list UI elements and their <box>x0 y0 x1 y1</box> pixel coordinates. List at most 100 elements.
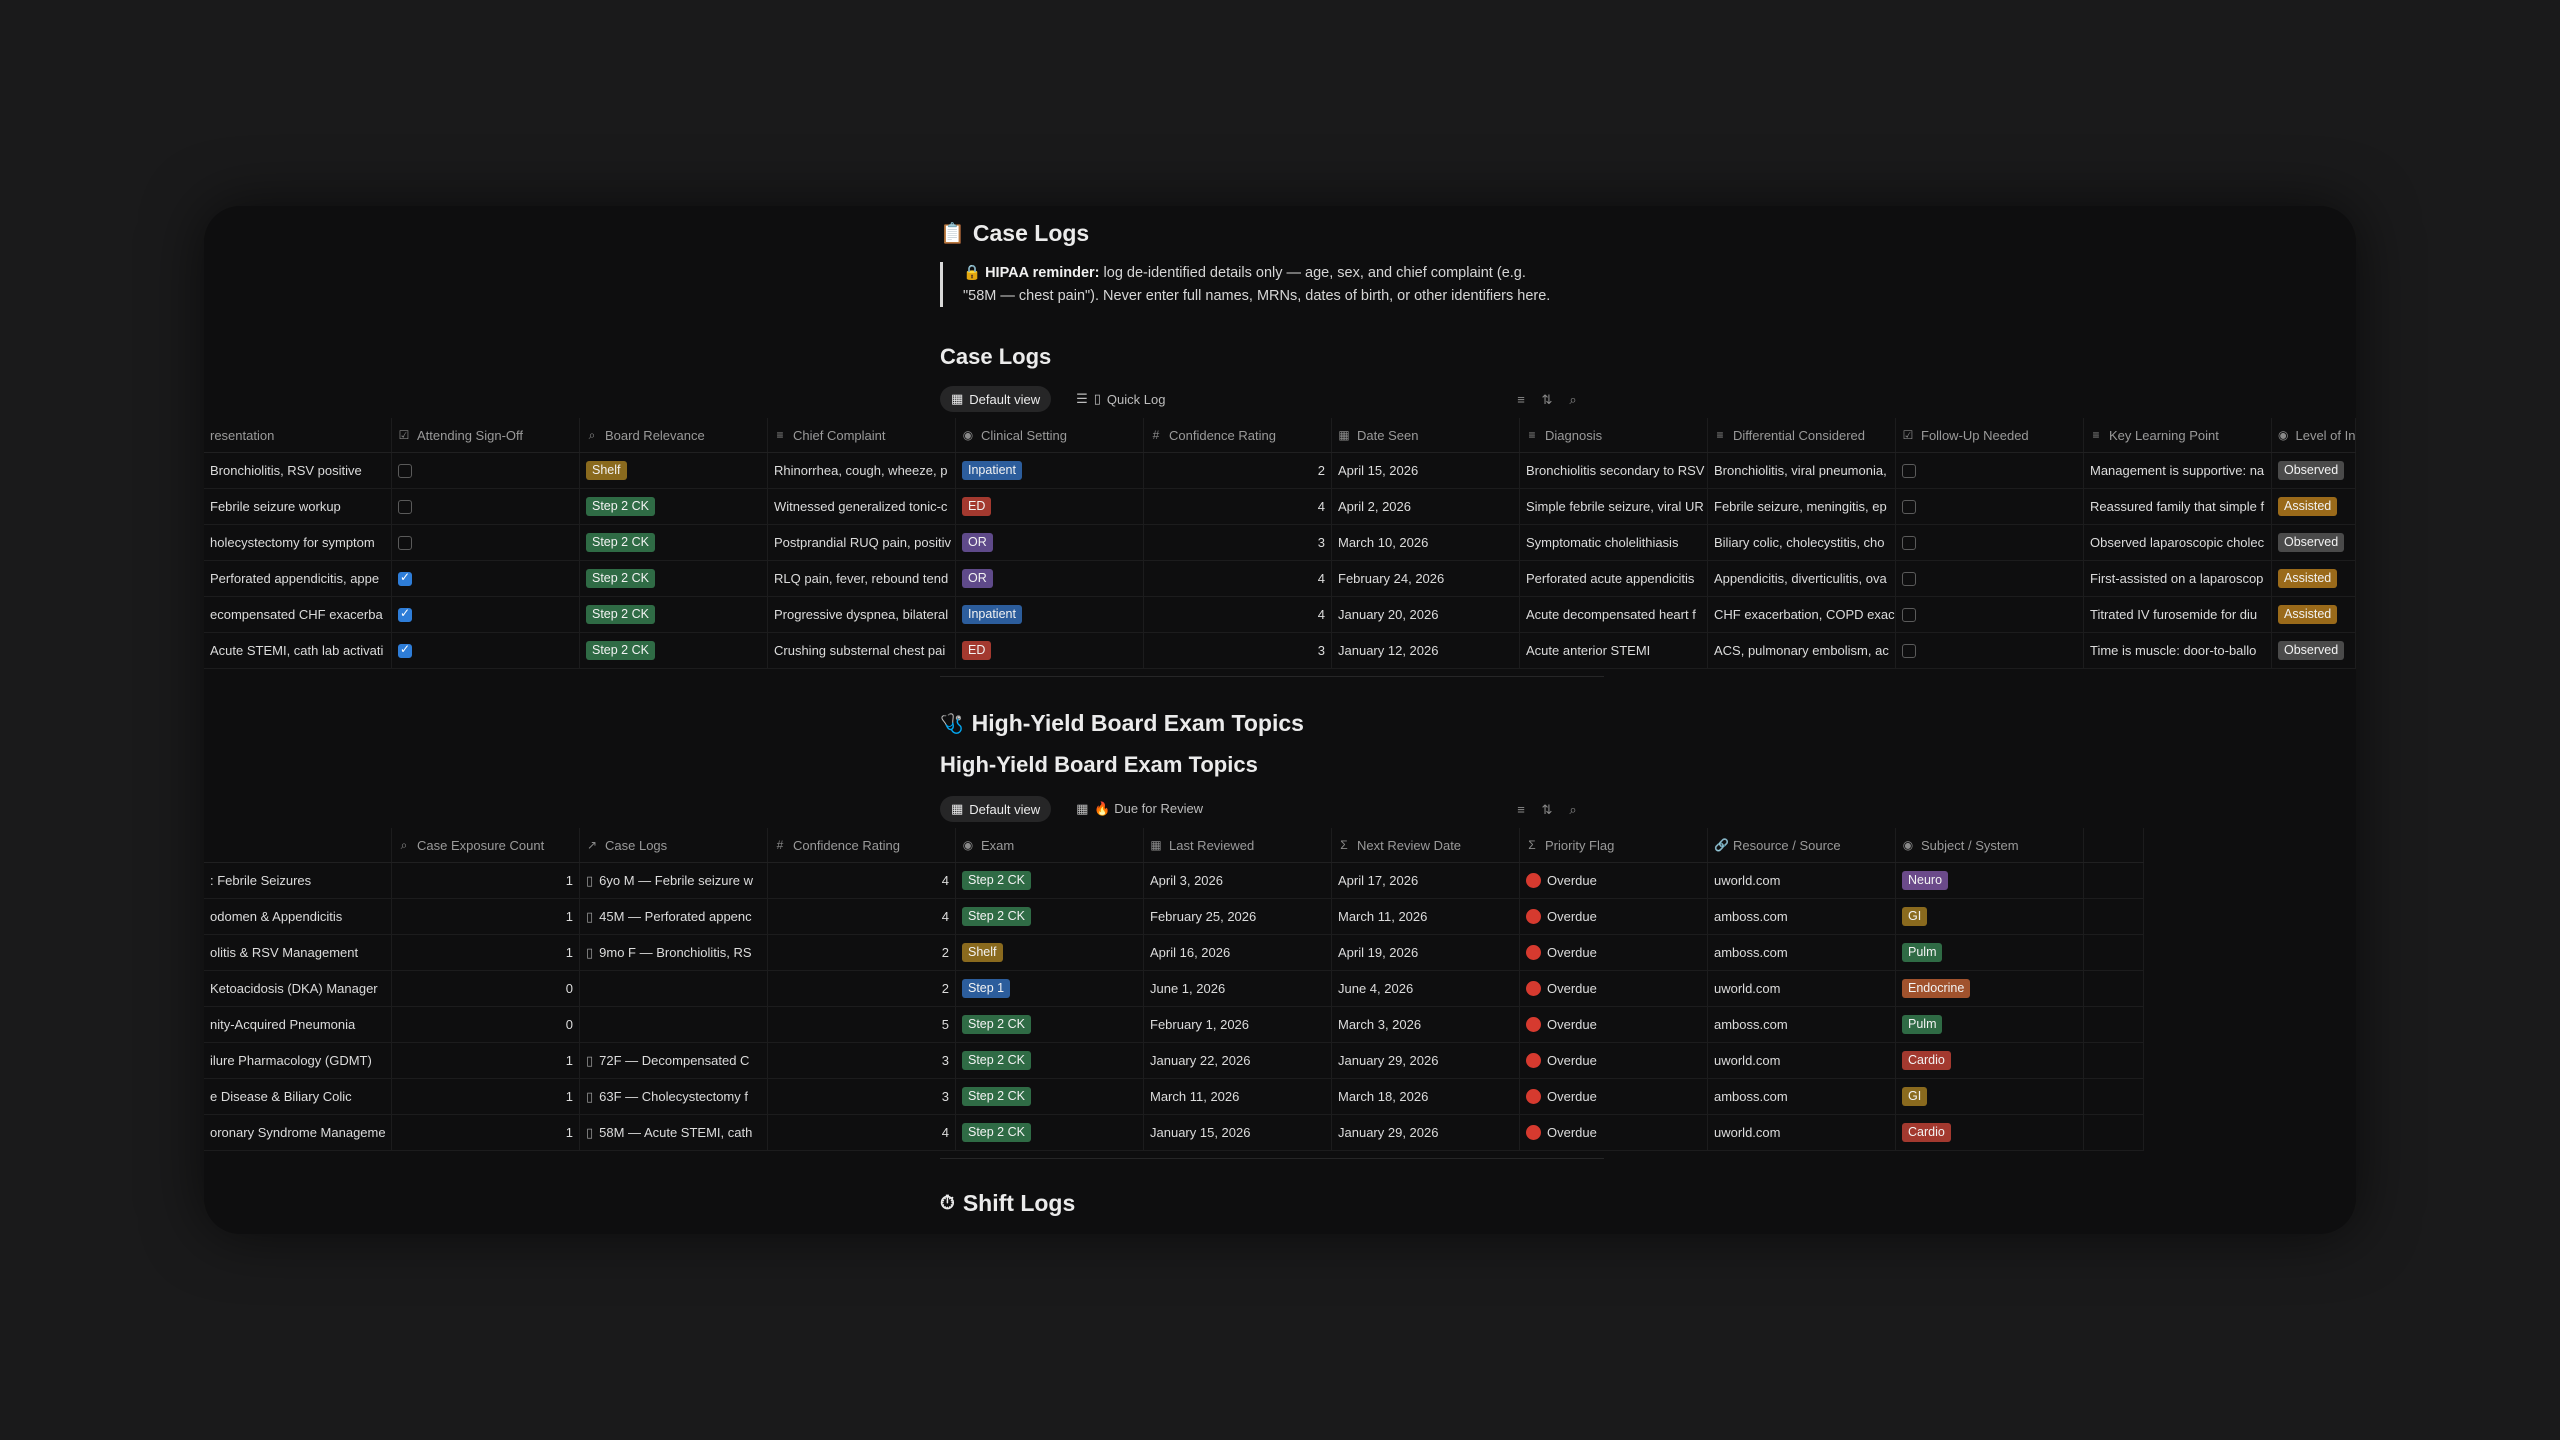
case-log-relation-cell[interactable]: ▯ 9mo F — Bronchiolitis, RS <box>580 935 768 970</box>
table-row[interactable]: Acute STEMI, cath lab activati Step 2 CK C… <box>204 633 2356 669</box>
next-review-cell[interactable]: April 19, 2026 <box>1332 935 1520 970</box>
learning-point-cell[interactable]: Titrated IV furosemide for diu <box>2084 597 2272 632</box>
date-seen-cell[interactable]: April 2, 2026 <box>1332 489 1520 524</box>
column-header[interactable]: ≡ Diagnosis <box>1520 418 1708 452</box>
followup-cell[interactable] <box>1896 525 2084 560</box>
learning-point-cell[interactable]: Management is supportive: na <box>2084 453 2272 488</box>
differential-cell[interactable]: ACS, pulmonary embolism, ac <box>1708 633 1896 668</box>
column-header[interactable]: ☑ Follow-Up Needed <box>1896 418 2084 452</box>
board-tag[interactable]: Step 2 CK <box>586 605 655 624</box>
subject-tag[interactable]: Cardio <box>1902 1051 1951 1070</box>
table-row[interactable]: : Febrile Seizures 1 ▯ 6yo M — Febrile seiz… <box>204 863 2144 899</box>
presentation-cell[interactable]: Acute STEMI, cath lab activati <box>204 633 392 668</box>
subject-cell[interactable]: GI <box>1896 1079 2084 1114</box>
board-tag[interactable]: Step 2 CK <box>586 533 655 552</box>
exam-cell[interactable]: Step 2 CK <box>956 863 1144 898</box>
presentation-cell[interactable]: Febrile seizure workup <box>204 489 392 524</box>
column-header[interactable] <box>2084 828 2144 862</box>
board-relevance-cell[interactable]: Step 2 CK <box>580 633 768 668</box>
signoff-checkbox[interactable] <box>398 463 412 478</box>
signoff-cell[interactable] <box>392 597 580 632</box>
confidence-cell[interactable]: 4 <box>1144 597 1332 632</box>
learning-point-cell[interactable]: Reassured family that simple f <box>2084 489 2272 524</box>
presentation-cell[interactable]: Perforated appendicitis, appe <box>204 561 392 596</box>
column-header[interactable]: # Confidence Rating <box>1144 418 1332 452</box>
presentation-cell[interactable]: holecystectomy for symptom <box>204 525 392 560</box>
followup-checkbox[interactable] <box>1902 643 1916 658</box>
confidence-cell[interactable]: 3 <box>1144 525 1332 560</box>
signoff-checkbox[interactable] <box>398 606 412 622</box>
confidence-cell[interactable]: 4 <box>768 1115 956 1150</box>
case-log-relation-cell[interactable] <box>580 971 768 1006</box>
sort-icon[interactable]: ⇅ <box>1541 802 1553 817</box>
topics-page-title[interactable]: 🩺 High-Yield Board Exam Topics <box>940 710 1304 736</box>
level-tag[interactable]: Observed <box>2278 533 2345 552</box>
next-review-cell[interactable]: January 29, 2026 <box>1332 1043 1520 1078</box>
subject-tag[interactable]: Endocrine <box>1902 979 1971 998</box>
exposure-count-cell[interactable]: 0 <box>392 1007 580 1042</box>
table-row[interactable]: e Disease & Biliary Colic 1 ▯ 63F — Cholecy… <box>204 1079 2144 1115</box>
table-row[interactable]: ilure Pharmacology (GDMT) 1 ▯ 72F — Decompe… <box>204 1043 2144 1079</box>
column-header[interactable]: ⌕ Board Relevance <box>580 418 768 452</box>
signoff-cell[interactable] <box>392 489 580 524</box>
level-tag[interactable]: Assisted <box>2278 605 2338 624</box>
setting-tag[interactable]: ED <box>962 497 992 516</box>
confidence-cell[interactable]: 4 <box>1144 561 1332 596</box>
board-tag[interactable]: Step 2 CK <box>586 569 655 588</box>
level-cell[interactable]: Assisted <box>2272 561 2356 596</box>
level-tag[interactable]: Assisted <box>2278 497 2338 516</box>
last-reviewed-cell[interactable]: January 22, 2026 <box>1144 1043 1332 1078</box>
confidence-cell[interactable]: 4 <box>768 863 956 898</box>
subject-cell[interactable]: Pulm <box>1896 1007 2084 1042</box>
column-header[interactable] <box>204 828 392 862</box>
clinical-setting-cell[interactable]: OR <box>956 561 1144 596</box>
setting-tag[interactable]: ED <box>962 641 992 660</box>
exam-tag[interactable]: Step 2 CK <box>962 1051 1031 1070</box>
exposure-count-cell[interactable]: 1 <box>392 899 580 934</box>
last-reviewed-cell[interactable]: February 1, 2026 <box>1144 1007 1332 1042</box>
confidence-cell[interactable]: 2 <box>768 935 956 970</box>
presentation-cell[interactable]: ecompensated CHF exacerba <box>204 597 392 632</box>
clinical-setting-cell[interactable]: ED <box>956 633 1144 668</box>
table-row[interactable]: olitis & RSV Management 1 ▯ 9mo F — Bronchi… <box>204 935 2144 971</box>
followup-checkbox[interactable] <box>1902 607 1916 622</box>
chief-complaint-cell[interactable]: Rhinorrhea, cough, wheeze, p <box>768 453 956 488</box>
signoff-checkbox[interactable] <box>398 499 412 514</box>
column-header[interactable]: ≡ Key Learning Point <box>2084 418 2272 452</box>
board-relevance-cell[interactable]: Step 2 CK <box>580 489 768 524</box>
level-tag[interactable]: Assisted <box>2278 569 2338 588</box>
clinical-setting-cell[interactable]: Inpatient <box>956 597 1144 632</box>
exam-tag[interactable]: Step 2 CK <box>962 1015 1031 1034</box>
exam-cell[interactable]: Step 1 <box>956 971 1144 1006</box>
chief-complaint-cell[interactable]: Postprandial RUQ pain, positiv <box>768 525 956 560</box>
column-header[interactable]: 🔗 Resource / Source <box>1708 828 1896 862</box>
column-header[interactable]: ◉ Level of In <box>2272 418 2356 452</box>
table-row[interactable]: nity-Acquired Pneumonia 0 5 Step 2 CK Februa… <box>204 1007 2144 1043</box>
setting-tag[interactable]: OR <box>962 533 993 552</box>
signoff-checkbox[interactable] <box>398 642 412 658</box>
chief-complaint-cell[interactable]: Crushing substernal chest pai <box>768 633 956 668</box>
case-logs-page-title[interactable]: 📋 Case Logs <box>940 220 1090 246</box>
learning-point-cell[interactable]: Time is muscle: door-to-ballo <box>2084 633 2272 668</box>
clinical-setting-cell[interactable]: OR <box>956 525 1144 560</box>
topic-name-cell[interactable]: olitis & RSV Management <box>204 935 392 970</box>
tab-default-view[interactable]: ▦ Default view <box>940 796 1052 822</box>
resource-cell[interactable]: amboss.com <box>1708 935 1896 970</box>
tab-quick-log[interactable]: ☰ ▯ Quick Log <box>1076 391 1166 407</box>
level-cell[interactable]: Assisted <box>2272 489 2356 524</box>
column-header[interactable]: ◉ Exam <box>956 828 1144 862</box>
subject-cell[interactable]: Pulm <box>1896 935 2084 970</box>
level-cell[interactable]: Observed <box>2272 633 2356 668</box>
signoff-cell[interactable] <box>392 633 580 668</box>
table-row[interactable]: Perforated appendicitis, appe Step 2 CK RL… <box>204 561 2356 597</box>
resource-cell[interactable]: amboss.com <box>1708 1079 1896 1114</box>
exam-tag[interactable]: Step 2 CK <box>962 907 1031 926</box>
priority-flag-cell[interactable]: Overdue <box>1520 863 1708 898</box>
exam-cell[interactable]: Shelf <box>956 935 1144 970</box>
priority-flag-cell[interactable]: Overdue <box>1520 1007 1708 1042</box>
subject-tag[interactable]: Neuro <box>1902 871 1949 890</box>
exam-cell[interactable]: Step 2 CK <box>956 899 1144 934</box>
column-header[interactable]: ▦ Last Reviewed <box>1144 828 1332 862</box>
board-relevance-cell[interactable]: Shelf <box>580 453 768 488</box>
subject-tag[interactable]: GI <box>1902 1087 1928 1106</box>
